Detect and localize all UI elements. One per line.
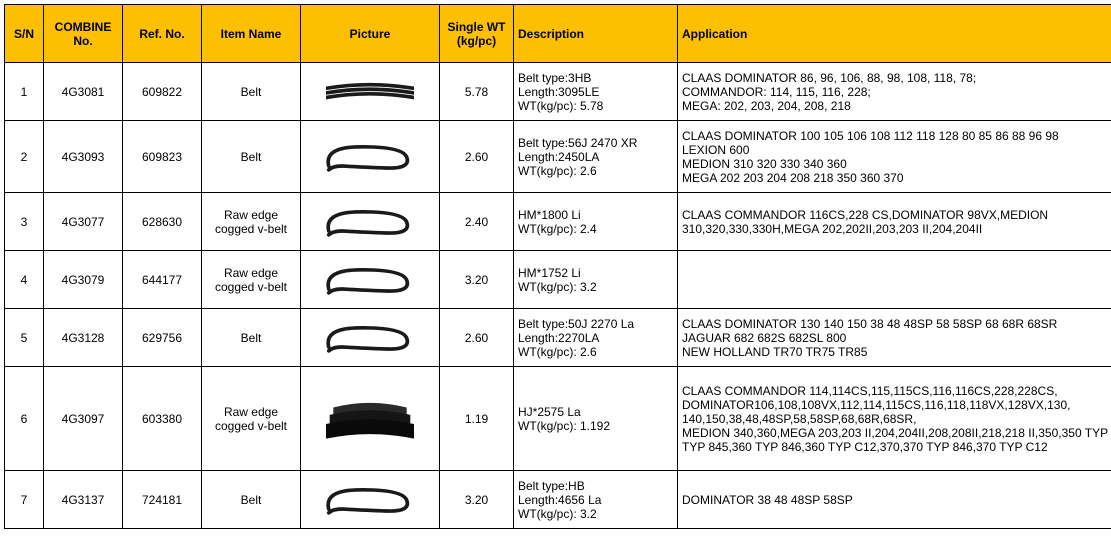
combine-cell: 4G3079 (44, 251, 123, 309)
sn-cell: 1 (5, 63, 44, 121)
col-header: Item Name (202, 5, 301, 63)
col-header: Application (678, 5, 1111, 63)
weight-cell: 3.20 (440, 471, 514, 529)
col-header: Ref. No. (123, 5, 202, 63)
table-row: 54G3128629756Belt 2.60Belt type:50J 2270 … (5, 309, 1111, 367)
item-cell: Raw edge cogged v-belt (202, 251, 301, 309)
table-header: S/NCOMBINE No.Ref. No.Item NamePictureSi… (5, 5, 1111, 63)
picture-cell (301, 471, 440, 529)
sn-cell: 6 (5, 367, 44, 471)
picture-cell (301, 309, 440, 367)
table-row: 64G3097603380Raw edge cogged v-belt 1.19H… (5, 367, 1111, 471)
application-cell: CLAAS DOMINATOR 86, 96, 106, 88, 98, 108… (678, 63, 1111, 121)
table-row: 44G3079644177Raw edge cogged v-belt 3.20H… (5, 251, 1111, 309)
description-cell: Belt type:3HBLength:3095LEWT(kg/pc): 5.7… (514, 63, 678, 121)
application-cell: CLAAS COMMANDOR 116CS,228 CS,DOMINATOR 9… (678, 193, 1111, 251)
application-cell: CLAAS DOMINATOR 100 105 106 108 112 118 … (678, 121, 1111, 193)
table-body: 14G3081609822Belt5.78Belt type:3HBLength… (5, 63, 1111, 529)
picture-cell (301, 63, 440, 121)
col-header: Description (514, 5, 678, 63)
combine-cell: 4G3081 (44, 63, 123, 121)
description-cell: HJ*2575 LaWT(kg/pc): 1.192 (514, 367, 678, 471)
item-cell: Belt (202, 471, 301, 529)
description-cell: HM*1752 LiWT(kg/pc): 3.2 (514, 251, 678, 309)
weight-cell: 3.20 (440, 251, 514, 309)
item-cell: Belt (202, 63, 301, 121)
ref-cell: 628630 (123, 193, 202, 251)
sn-cell: 5 (5, 309, 44, 367)
col-header: S/N (5, 5, 44, 63)
weight-cell: 2.60 (440, 121, 514, 193)
description-cell: Belt type:50J 2270 LaLength:2270LAWT(kg/… (514, 309, 678, 367)
combine-cell: 4G3077 (44, 193, 123, 251)
picture-cell (301, 121, 440, 193)
table-row: 34G3077628630Raw edge cogged v-belt 2.40H… (5, 193, 1111, 251)
description-cell: HM*1800 LiWT(kg/pc): 2.4 (514, 193, 678, 251)
combine-cell: 4G3093 (44, 121, 123, 193)
col-header: Picture (301, 5, 440, 63)
col-header: Single WT (kg/pc) (440, 5, 514, 63)
picture-cell (301, 251, 440, 309)
weight-cell: 2.60 (440, 309, 514, 367)
sn-cell: 2 (5, 121, 44, 193)
table-row: 24G3093609823Belt 2.60Belt type:56J 2470 … (5, 121, 1111, 193)
application-cell: CLAAS DOMINATOR 130 140 150 38 48 48SP 5… (678, 309, 1111, 367)
picture-cell (301, 367, 440, 471)
item-cell: Raw edge cogged v-belt (202, 193, 301, 251)
sn-cell: 7 (5, 471, 44, 529)
item-cell: Raw edge cogged v-belt (202, 367, 301, 471)
ref-cell: 644177 (123, 251, 202, 309)
table-row: 14G3081609822Belt 5.78Belt type:3HBLength… (5, 63, 1111, 121)
ref-cell: 724181 (123, 471, 202, 529)
ref-cell: 629756 (123, 309, 202, 367)
application-cell (678, 251, 1111, 309)
weight-cell: 2.40 (440, 193, 514, 251)
ref-cell: 603380 (123, 367, 202, 471)
sn-cell: 4 (5, 251, 44, 309)
combine-cell: 4G3128 (44, 309, 123, 367)
item-cell: Belt (202, 121, 301, 193)
item-cell: Belt (202, 309, 301, 367)
table-row: 74G3137724181Belt 3.20Belt type:HBLength:… (5, 471, 1111, 529)
weight-cell: 1.19 (440, 367, 514, 471)
description-cell: Belt type:56J 2470 XRLength:2450LAWT(kg/… (514, 121, 678, 193)
ref-cell: 609823 (123, 121, 202, 193)
weight-cell: 5.78 (440, 63, 514, 121)
sn-cell: 3 (5, 193, 44, 251)
ref-cell: 609822 (123, 63, 202, 121)
parts-table: S/NCOMBINE No.Ref. No.Item NamePictureSi… (4, 4, 1111, 529)
application-cell: CLAAS COMMANDOR 114,114CS,115,115CS,116,… (678, 367, 1111, 471)
col-header: COMBINE No. (44, 5, 123, 63)
combine-cell: 4G3097 (44, 367, 123, 471)
description-cell: Belt type:HBLength:4656 LaWT(kg/pc): 3.2 (514, 471, 678, 529)
combine-cell: 4G3137 (44, 471, 123, 529)
picture-cell (301, 193, 440, 251)
application-cell: DOMINATOR 38 48 48SP 58SP (678, 471, 1111, 529)
